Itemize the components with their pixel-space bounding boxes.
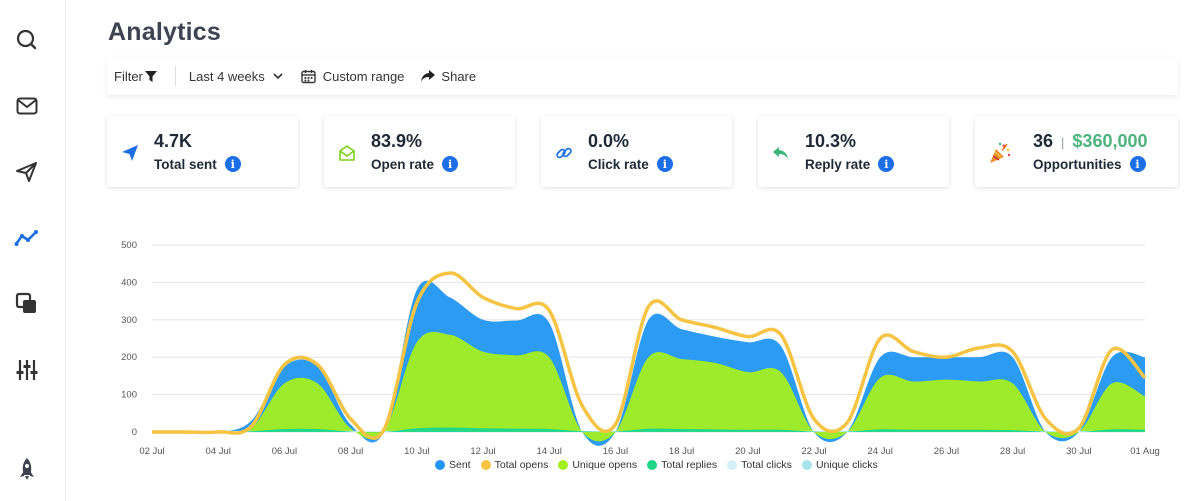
x-tick-label: 01 Aug xyxy=(1130,446,1160,457)
y-tick-label: 500 xyxy=(121,240,137,251)
x-tick-label: 16 Jul xyxy=(603,446,628,457)
share-button[interactable]: Share xyxy=(420,69,476,84)
y-tick-label: 300 xyxy=(121,315,137,326)
mail-icon[interactable] xyxy=(14,93,40,119)
paper-plane-icon xyxy=(122,145,138,161)
legend-label: Total clicks xyxy=(741,459,792,471)
legend-item-total-opens[interactable]: Total opens xyxy=(480,459,549,471)
filter-button[interactable]: Filter xyxy=(114,69,158,84)
open-envelope-icon xyxy=(339,145,355,161)
chevron-down-icon xyxy=(273,73,283,80)
total-sent-value: 4.7K xyxy=(154,131,193,151)
reply-rate-card: 10.3% Reply rate i xyxy=(758,116,949,187)
legend-dot xyxy=(558,460,569,470)
total-sent-card: 4.7K Total sent i xyxy=(107,116,298,187)
date-range-dropdown[interactable]: Last 4 weeks xyxy=(189,69,284,84)
reply-rate-label: Reply rate xyxy=(805,156,871,172)
y-tick-label: 200 xyxy=(121,352,137,363)
toolbar-divider xyxy=(174,66,176,86)
rocket-icon[interactable] xyxy=(14,456,40,482)
legend-dot xyxy=(480,460,491,470)
series-area-unique-opens xyxy=(152,331,1145,442)
legend-dot xyxy=(727,460,738,470)
legend-item-unique-opens[interactable]: Unique opens xyxy=(558,459,637,471)
x-tick-label: 12 Jul xyxy=(470,446,495,457)
reply-arrow-icon xyxy=(773,147,788,159)
filter-label: Filter xyxy=(114,68,143,84)
info-icon[interactable]: i xyxy=(1129,156,1146,172)
reply-rate-value: 10.3% xyxy=(805,131,857,151)
legend-item-total-replies[interactable]: Total replies xyxy=(647,459,717,471)
analytics-icon[interactable] xyxy=(14,225,40,251)
total-sent-label: Total sent xyxy=(154,156,217,172)
filter-icon xyxy=(144,71,157,82)
chart-legend: Sent Total opens Unique opens Total replies… xyxy=(435,459,878,471)
legend-label: Total opens xyxy=(494,459,549,471)
copy-icon[interactable] xyxy=(14,291,40,317)
legend-dot xyxy=(801,460,812,470)
x-tick-label: 04 Jul xyxy=(206,446,231,457)
click-rate-card: 0.0% Click rate i xyxy=(541,116,732,187)
x-tick-label: 30 Jul xyxy=(1066,446,1091,457)
share-label: Share xyxy=(441,68,477,84)
x-tick-label: 24 Jul xyxy=(868,446,893,457)
opportunities-separator: | xyxy=(1061,135,1065,150)
x-tick-label: 02 Jul xyxy=(139,446,164,457)
x-tick-label: 20 Jul xyxy=(735,446,760,457)
legend-label: Total replies xyxy=(661,459,718,471)
legend-label: Unique opens xyxy=(572,459,638,471)
x-tick-label: 18 Jul xyxy=(669,446,694,457)
click-rate-label: Click rate xyxy=(588,156,649,172)
legend-dot xyxy=(435,460,445,470)
info-icon[interactable]: i xyxy=(224,156,241,172)
custom-range-label: Custom range xyxy=(322,68,405,84)
open-rate-label: Open rate xyxy=(371,156,435,172)
custom-range-button[interactable]: Custom range xyxy=(301,68,405,84)
y-tick-label: 100 xyxy=(121,390,137,401)
page-title: Analytics xyxy=(108,18,221,46)
opportunities-count: 36 xyxy=(1033,131,1054,151)
y-tick-label: 0 xyxy=(132,427,137,438)
open-rate-value: 83.9% xyxy=(371,131,423,151)
click-rate-value: 0.0% xyxy=(588,131,630,151)
x-tick-label: 22 Jul xyxy=(801,446,826,457)
x-tick-label: 26 Jul xyxy=(934,446,959,457)
calendar-icon xyxy=(301,69,316,83)
info-icon[interactable]: i xyxy=(442,156,459,172)
legend-item-total-clicks[interactable]: Total clicks xyxy=(727,459,792,471)
toolbar: Filter Last 4 weeks Custom range Share xyxy=(107,57,1178,95)
link-icon xyxy=(556,147,572,159)
legend-item-unique-clicks[interactable]: Unique clicks xyxy=(801,459,878,471)
x-tick-label: 28 Jul xyxy=(1000,446,1025,457)
share-icon xyxy=(421,70,436,82)
send-icon[interactable] xyxy=(14,159,40,185)
sliders-icon[interactable] xyxy=(14,357,40,383)
opportunities-card: 36 | $360,000 Opportunities i xyxy=(975,116,1178,187)
opportunities-label: Opportunities xyxy=(1033,156,1122,172)
x-tick-label: 10 Jul xyxy=(404,446,429,457)
legend-dot xyxy=(647,460,658,470)
search-icon[interactable] xyxy=(14,27,40,53)
y-tick-label: 400 xyxy=(121,277,137,288)
x-tick-label: 06 Jul xyxy=(272,446,297,457)
info-icon[interactable]: i xyxy=(656,156,673,172)
legend-item-sent[interactable]: Sent xyxy=(435,459,471,471)
legend-label: Sent xyxy=(449,459,471,471)
party-popper-icon xyxy=(990,142,1011,163)
series-area-total-replies xyxy=(152,427,1145,433)
date-range-label: Last 4 weeks xyxy=(188,68,265,84)
analytics-chart: 0 100 200 300 400 500 02 Jul 04 Jul 06 Jul 08 Jul… xyxy=(121,240,1160,457)
opportunities-amount: $360,000 xyxy=(1072,131,1148,151)
sidebar xyxy=(0,0,66,501)
legend-label: Unique clicks xyxy=(815,459,878,471)
x-tick-label: 14 Jul xyxy=(537,446,562,457)
info-icon[interactable]: i xyxy=(878,156,895,172)
series-line-total-opens xyxy=(152,271,1147,440)
open-rate-card: 83.9% Open rate i xyxy=(324,116,515,187)
x-tick-label: 08 Jul xyxy=(338,446,363,457)
